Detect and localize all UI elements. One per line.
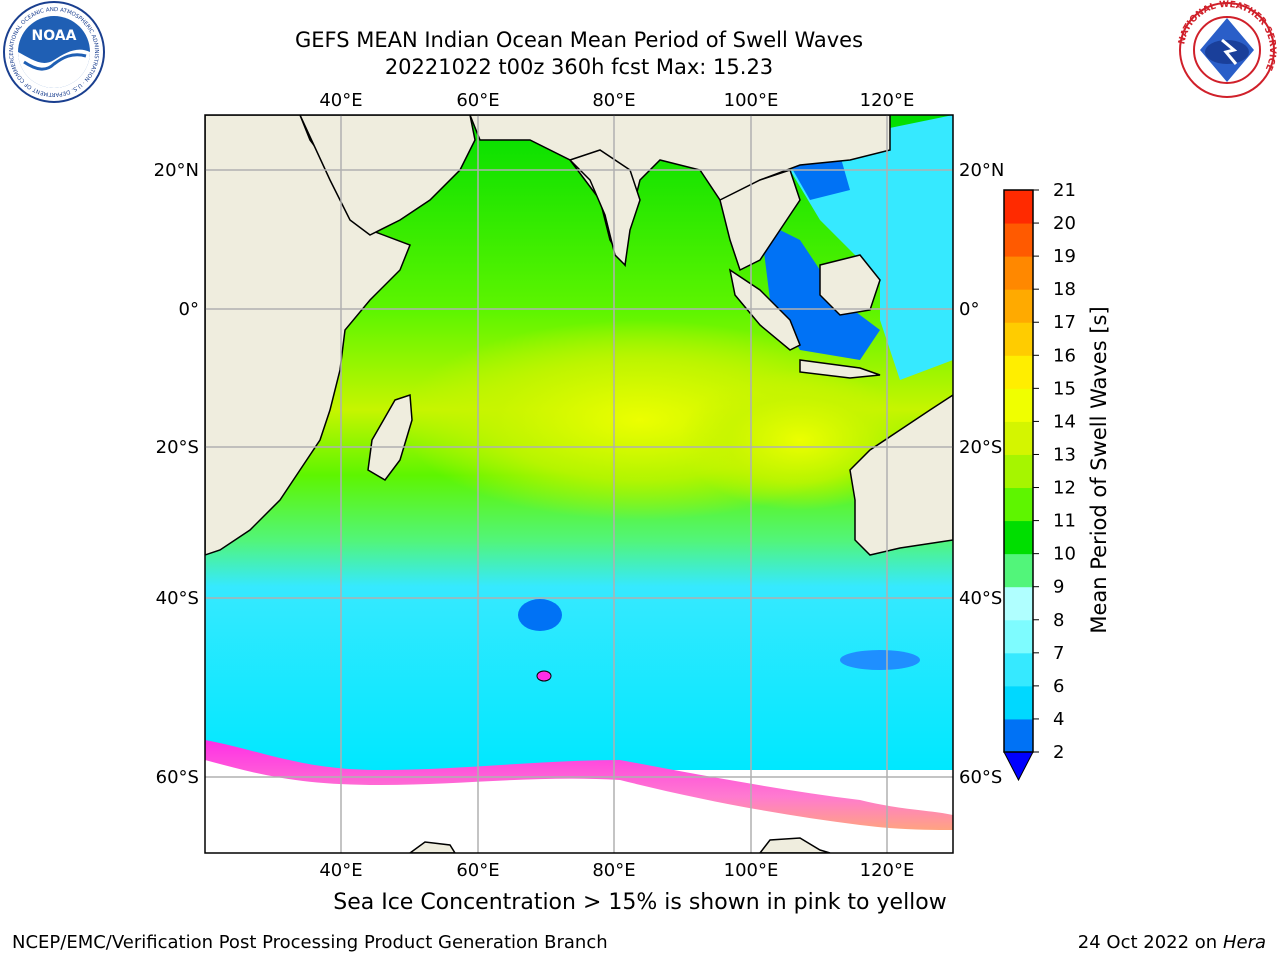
colorbar-tick-label: 20: [1053, 213, 1076, 234]
colorbar-tick-label: 13: [1053, 444, 1076, 465]
indochina-landmass: [719, 169, 801, 272]
colorbar-tick-label: 17: [1053, 312, 1076, 333]
gulf-low-period: [790, 155, 850, 200]
colorbar-tick-label: 16: [1053, 345, 1076, 366]
west-pacific-low-period: [880, 130, 953, 380]
colorbar-segment: [1004, 520, 1033, 555]
lat-tick-label-right: 60°S: [959, 767, 1002, 788]
colorbar-segment: [1004, 718, 1033, 753]
australia-landmass: [849, 394, 953, 556]
java-landmass: [799, 359, 881, 379]
colorbar-segment: [1004, 421, 1033, 455]
colorbar-segment: [1004, 487, 1033, 522]
noaa-logo-text: NOAA: [32, 28, 77, 44]
date-text: 24 Oct 2022 on Hera: [1078, 932, 1266, 953]
noaa-logo-icon: NOAA NATIONAL OCEANIC AND ATMOSPHERIC AD…: [3, 1, 105, 103]
madagascar-landmass: [367, 393, 413, 481]
graticule: [205, 115, 953, 853]
colorbar-tick-label: 18: [1053, 279, 1076, 300]
lat-tick-label-left: 20°N: [154, 160, 199, 181]
colorbar-label: Mean Period of Swell Waves [s]: [1087, 306, 1111, 633]
kerguelen-islands: [536, 670, 552, 682]
colorbar-segment: [1004, 190, 1033, 224]
colorbar-tick-label: 10: [1053, 544, 1076, 565]
lat-tick-label-left: 20°S: [156, 437, 199, 458]
colorbar-segment: [1004, 652, 1033, 687]
colorbar-segment: [1004, 223, 1033, 257]
colorbar-tick-label: 2: [1053, 742, 1064, 763]
colorbar-segment: [1004, 322, 1033, 356]
colorbar-segment: [1004, 619, 1033, 654]
colorbar-tick-label: 14: [1053, 411, 1076, 432]
colorbar-segment: [1004, 553, 1033, 588]
lat-tick-label-left: 60°S: [156, 767, 199, 788]
lat-tick-label-right: 20°S: [959, 437, 1002, 458]
colorbar-segment: [1004, 685, 1033, 720]
colorbar-tick-label: 19: [1053, 246, 1076, 267]
lon-tick-label-top: 120°E: [860, 90, 915, 111]
lon-tick-label-bottom: 60°E: [456, 860, 499, 881]
lon-tick-label-bottom: 80°E: [592, 860, 635, 881]
sea-ice-note-text: Sea Ice Concentration > 15% is shown in …: [333, 890, 947, 915]
colorbar-tick-label: 15: [1053, 378, 1076, 399]
sea-ice-note: Sea Ice Concentration > 15% is shown in …: [0, 890, 1280, 915]
colorbar-tick-label: 9: [1053, 577, 1064, 598]
colorbar-segment: [1004, 355, 1033, 389]
lat-tick-label-left: 0°: [179, 299, 199, 320]
antarctica-landmass: [408, 837, 831, 853]
nws-logo-icon: NATIONAL WEATHER SERVICE: [1177, 0, 1277, 98]
colorbar-segment: [1004, 586, 1033, 621]
colorbar-frame: [1003, 189, 1034, 753]
lat-tick-label-left: 40°S: [156, 588, 199, 609]
south-ocean-patch: [518, 599, 562, 631]
lon-tick-label-top: 60°E: [456, 90, 499, 111]
antarctic-region: [205, 760, 953, 853]
colorbar-segment: [1004, 256, 1033, 290]
colorbar-tick-label: 4: [1053, 709, 1064, 730]
colorbar-tick-label: 11: [1053, 511, 1076, 532]
lon-tick-label-bottom: 100°E: [724, 860, 779, 881]
lon-tick-label-top: 100°E: [724, 90, 779, 111]
lon-tick-label-top: 40°E: [319, 90, 362, 111]
chart-title: GEFS MEAN Indian Ocean Mean Period of Sw…: [294, 28, 864, 52]
colorbar-extend-arrow: [1003, 751, 1034, 782]
india-landmass: [568, 149, 641, 267]
colorbar-tick-label: 12: [1053, 478, 1076, 499]
credit-text: NCEP/EMC/Verification Post Processing Pr…: [12, 932, 608, 953]
lon-tick-label-bottom: 40°E: [319, 860, 362, 881]
lon-tick-label-top: 80°E: [592, 90, 635, 111]
tick-labels: 40°E 40°E 60°E 60°E 80°E 80°E 100°E 100°E 120°E 1…: [154, 90, 1005, 881]
sumatra-landmass: [728, 268, 801, 351]
machine-name: Hera: [1222, 932, 1266, 953]
colorbar-segment: [1004, 454, 1033, 489]
south-ocean-patch-east: [840, 650, 920, 670]
lon-tick-label-bottom: 120°E: [860, 860, 915, 881]
date-value: 24 Oct 2022 on: [1077, 932, 1218, 953]
borneo-landmass: [819, 254, 881, 316]
colorbar-segment: [1004, 388, 1033, 422]
lat-tick-label-right: 0°: [959, 299, 979, 320]
chart-subtitle: 20221022 t00z 360h fcst Max: 15.23: [384, 55, 774, 79]
map-frame: [204, 114, 954, 854]
lat-tick-label-right: 40°S: [959, 588, 1002, 609]
colorbar-tick-label: 8: [1053, 610, 1064, 631]
lat-tick-label-right: 20°N: [959, 160, 1004, 181]
colorbar-segment: [1004, 289, 1033, 323]
colorbar-tick-label: 6: [1053, 676, 1064, 697]
arabia-landmass: [299, 115, 476, 236]
colorbar-tick-label: 21: [1053, 180, 1076, 201]
colorbar-tick-label: 7: [1053, 643, 1064, 664]
